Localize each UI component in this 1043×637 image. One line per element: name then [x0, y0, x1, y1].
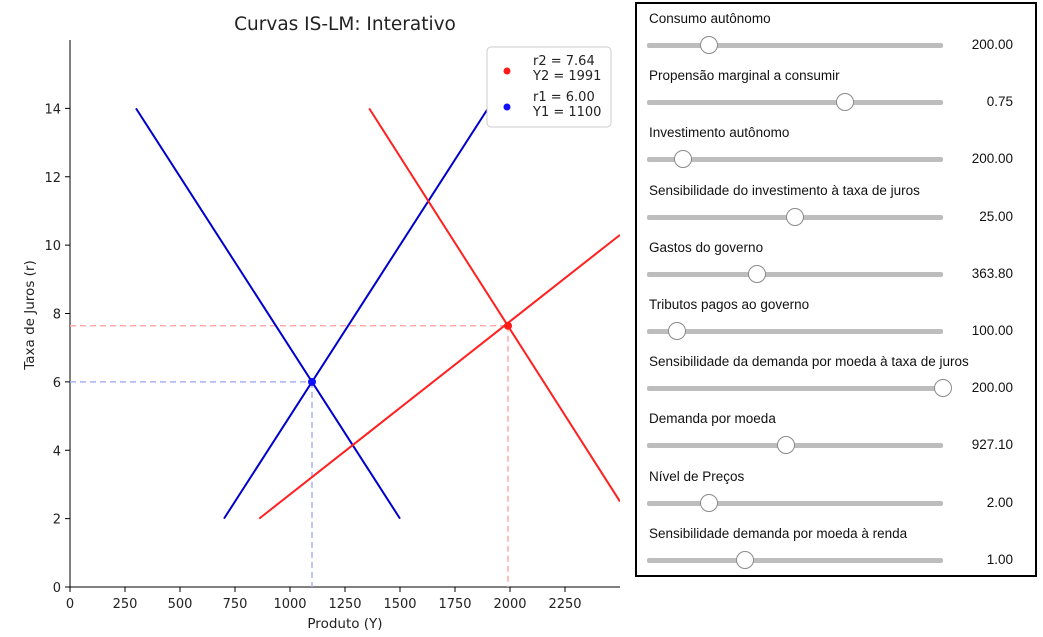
slider-handle[interactable]	[747, 264, 766, 283]
slider-label: Tributos pagos ao governo	[649, 297, 810, 312]
slider-value: 363.80	[971, 265, 1013, 281]
y-tick-label: 0	[53, 581, 61, 596]
slider-row: Nível de Preços 2.00	[637, 462, 1035, 519]
slider-track[interactable]	[647, 264, 943, 283]
slider-track[interactable]	[647, 379, 952, 398]
legend-marker	[503, 67, 511, 75]
slider-row: Propensão marginal a consumir 0.75	[637, 61, 1035, 118]
x-axis-label: Produto (Y)	[307, 616, 382, 632]
chart-title: Curvas IS-LM: Interativo	[234, 14, 456, 35]
legend-box	[486, 46, 612, 128]
x-tick-label: 1000	[273, 597, 306, 612]
slider-row: Sensibilidade da demanda por moeda à tax…	[637, 347, 1035, 404]
slider-handle[interactable]	[700, 493, 719, 512]
y-axis-label: Taxa de Juros (r)	[22, 260, 38, 370]
legend-label: r1 = 6.00	[533, 90, 595, 105]
x-tick-label: 1750	[438, 597, 471, 612]
slider-label: Demanda por moeda	[649, 411, 776, 427]
slider-row: Demanda por moeda 927.10	[637, 404, 1035, 461]
slider-track[interactable]	[647, 150, 943, 169]
x-tick-label: 2250	[548, 597, 581, 612]
slider-track[interactable]	[647, 36, 943, 54]
slider-label: Sensibilidade da demanda por moeda à tax…	[649, 354, 969, 370]
y-tick-label: 8	[53, 308, 61, 323]
slider-value: 0.75	[986, 94, 1013, 110]
slider-label: Sensibilidade demanda por moeda à renda	[649, 525, 908, 541]
y-tick-label: 6	[53, 376, 61, 391]
islm-chart: Curvas IS-LM: Interativo Produto (Y) Tax…	[22, 14, 620, 632]
legend-label: Y1 = 1100	[532, 105, 601, 120]
x-tick-label: 2000	[493, 597, 526, 612]
slider-label: Propensão marginal a consumir	[649, 68, 840, 84]
slider-value: 25.00	[979, 208, 1013, 224]
legend-marker	[503, 103, 511, 111]
slider-handle[interactable]	[786, 207, 804, 226]
slider-value: 1.00	[986, 551, 1013, 567]
y-tick-label: 4	[53, 444, 61, 459]
slider-value: 200.00	[971, 151, 1013, 167]
x-tick-label: 1500	[383, 597, 416, 612]
slider-track[interactable]	[647, 493, 943, 512]
slider-row: Gastos do governo 363.80	[637, 233, 1035, 290]
y-tick-label: 10	[44, 239, 61, 254]
slider-value: 200.00	[971, 380, 1013, 396]
slider-label: Investimento autônomo	[649, 125, 790, 141]
x-tick-label: 1250	[328, 597, 361, 612]
x-tick-label: 500	[168, 597, 193, 612]
x-tick-label: 250	[113, 597, 138, 612]
x-tick-label: 750	[223, 597, 248, 612]
slider-label: Consumo autônomo	[649, 11, 771, 26]
slider-handle[interactable]	[777, 436, 796, 455]
equilibrium-point	[504, 321, 513, 330]
slider-handle[interactable]	[673, 150, 692, 169]
slider-handle[interactable]	[700, 36, 719, 54]
y-tick-label: 2	[53, 513, 61, 528]
y-tick-label: 14	[44, 102, 61, 117]
slider-track[interactable]	[647, 436, 943, 455]
slider-label: Sensibilidade do investimento à taxa de …	[649, 182, 920, 198]
slider-row: Tributos pagos ao governo 100.00	[637, 290, 1035, 347]
control-panel: Consumo autônomo 200.00 Propensão marginal…	[635, 2, 1037, 577]
slider-handle[interactable]	[836, 93, 855, 112]
slider-handle[interactable]	[735, 550, 754, 569]
slider-value: 200.00	[971, 37, 1013, 52]
slider-label: Nível de Preços	[649, 468, 745, 484]
slider-row: Sensibilidade demanda por moeda à renda 1…	[637, 519, 1035, 576]
y-tick-label: 12	[44, 171, 61, 186]
slider-value: 100.00	[971, 323, 1013, 338]
is-curve	[368, 107, 620, 503]
is-curve	[135, 107, 401, 520]
legend-label: r2 = 7.64	[533, 54, 595, 69]
slider-label: Gastos do governo	[649, 239, 764, 255]
slider-track[interactable]	[647, 550, 943, 569]
slider-handle[interactable]	[667, 322, 686, 340]
lm-curve	[258, 234, 620, 520]
chart-svg: Curvas IS-LM: Interativo Produto (Y) Tax…	[22, 14, 620, 632]
slider-value: 927.10	[971, 437, 1013, 453]
lm-curve	[223, 107, 489, 520]
slider-track[interactable]	[647, 93, 943, 112]
slider-handle[interactable]	[934, 379, 952, 398]
slider-row: Consumo autônomo 200.00	[637, 4, 1035, 61]
slider-track[interactable]	[647, 322, 943, 340]
equilibrium-point	[308, 377, 316, 386]
slider-row: Sensibilidade do investimento à taxa de …	[637, 176, 1035, 233]
slider-row: Investimento autônomo 200.00	[637, 118, 1035, 175]
x-tick-label: 0	[66, 597, 74, 612]
legend-label: Y2 = 1991	[532, 69, 601, 84]
slider-value: 2.00	[986, 494, 1013, 510]
slider-track[interactable]	[647, 207, 943, 226]
